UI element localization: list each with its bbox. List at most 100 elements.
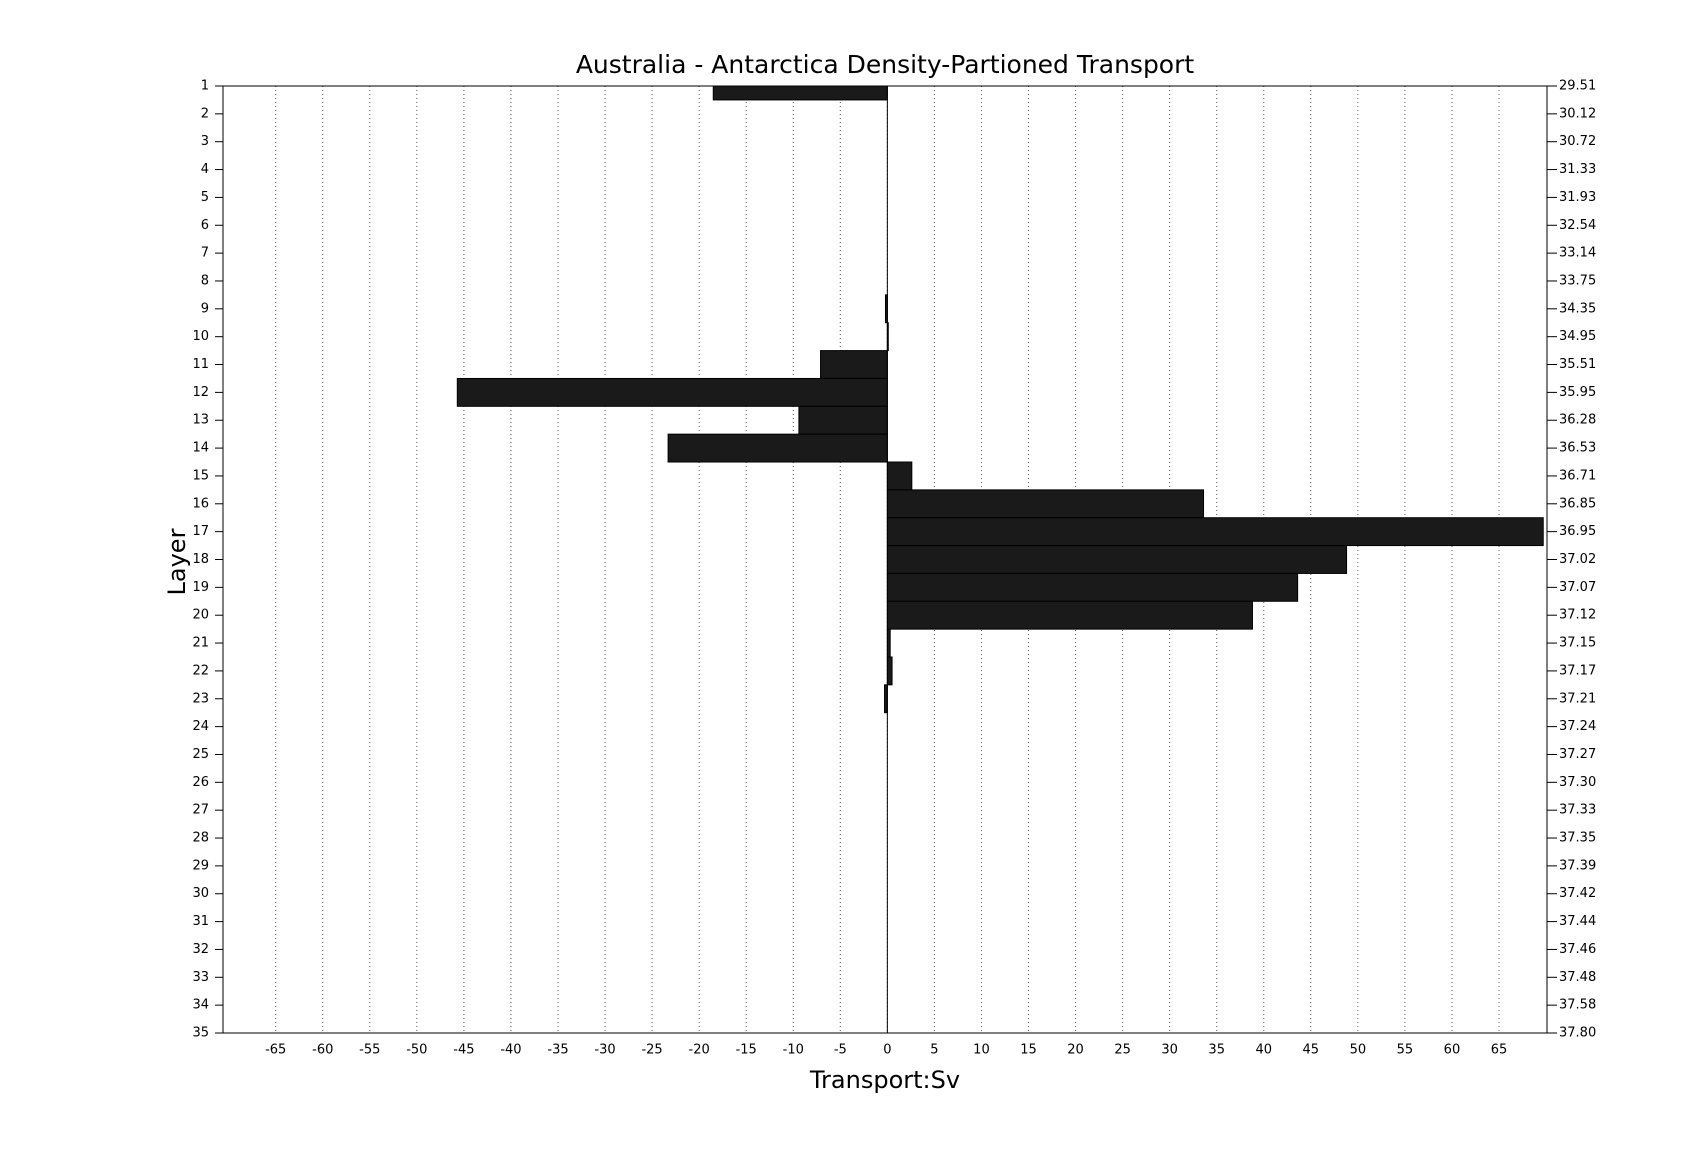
x-tick-label: -40	[500, 1043, 521, 1058]
y-tick-label: 33	[192, 970, 209, 985]
y-tick-label: 6	[201, 218, 209, 233]
y2-tick-label: 37.27	[1559, 747, 1596, 762]
x-tick-label: 15	[1020, 1043, 1037, 1058]
x-tick-label: 5	[930, 1043, 938, 1058]
y2-tick-label: 35.95	[1559, 385, 1596, 400]
y2-tick-label: 29.51	[1559, 79, 1596, 94]
y-tick-label: 35	[192, 1026, 209, 1041]
bar	[667, 433, 888, 463]
y2-tick-label: 37.02	[1559, 552, 1596, 567]
y-tick-label: 20	[192, 608, 209, 623]
y-tick-label: 2	[201, 106, 209, 121]
y2-tick-label: 31.33	[1559, 162, 1596, 177]
y-tick-label: 9	[201, 301, 209, 316]
y-tick-label: 31	[192, 914, 209, 929]
x-tick-label: -30	[594, 1043, 615, 1058]
plot-frame	[222, 85, 1548, 1034]
y-tick-label: 28	[192, 831, 209, 846]
y2-tick-label: 35.51	[1559, 357, 1596, 372]
bar	[886, 517, 1544, 547]
y2-tick-label: 37.07	[1559, 580, 1596, 595]
x-tick-label: 55	[1397, 1043, 1414, 1058]
x-tick-label: -55	[359, 1043, 380, 1058]
y2-tick-label: 36.85	[1559, 496, 1596, 511]
y2-tick-label: 30.12	[1559, 106, 1596, 121]
y-tick-label: 34	[192, 998, 209, 1013]
y2-tick-label: 37.21	[1559, 691, 1596, 706]
y-tick-label: 24	[192, 719, 209, 734]
y-tick-label: 15	[192, 468, 209, 483]
y2-tick-label: 36.53	[1559, 441, 1596, 456]
x-tick-label: 40	[1255, 1043, 1272, 1058]
bar	[886, 572, 1299, 602]
y-tick-label: 23	[192, 691, 209, 706]
y2-tick-label: 36.28	[1559, 413, 1596, 428]
y-axis-label: Layer	[163, 528, 191, 595]
y-tick-label: 11	[192, 357, 209, 372]
y2-tick-label: 37.80	[1559, 1026, 1596, 1041]
y-tick-label: 14	[192, 441, 209, 456]
x-tick-label: -15	[736, 1043, 757, 1058]
y2-tick-label: 37.46	[1559, 942, 1596, 957]
bar	[886, 545, 1348, 574]
x-tick-label: 60	[1444, 1043, 1461, 1058]
y2-tick-label: 37.30	[1559, 775, 1596, 790]
x-tick-label: 25	[1114, 1043, 1131, 1058]
y2-tick-label: 37.44	[1559, 914, 1596, 929]
y-tick-label: 10	[192, 329, 209, 344]
y2-tick-label: 37.15	[1559, 636, 1596, 651]
x-tick-label: 50	[1350, 1043, 1367, 1058]
x-tick-label: -10	[783, 1043, 804, 1058]
bar	[886, 600, 1253, 630]
y2-tick-label: 31.93	[1559, 190, 1596, 205]
x-tick-label: 30	[1161, 1043, 1178, 1058]
y-tick-label: 8	[201, 273, 209, 288]
x-tick-label: 0	[883, 1043, 891, 1058]
x-tick-label: -5	[834, 1043, 847, 1058]
y2-tick-label: 37.24	[1559, 719, 1596, 734]
y2-tick-label: 34.95	[1559, 329, 1596, 344]
x-tick-label: -25	[641, 1043, 662, 1058]
y2-tick-label: 36.71	[1559, 468, 1596, 483]
x-tick-label: 20	[1067, 1043, 1084, 1058]
y2-tick-label: 36.95	[1559, 524, 1596, 539]
x-tick-label: 45	[1303, 1043, 1320, 1058]
y2-tick-label: 30.72	[1559, 134, 1596, 149]
y2-tick-label: 37.39	[1559, 858, 1596, 873]
y2-tick-label: 37.35	[1559, 831, 1596, 846]
y2-tick-label: 34.35	[1559, 301, 1596, 316]
y-tick-label: 18	[192, 552, 209, 567]
bar	[798, 405, 888, 435]
bar	[886, 461, 913, 491]
x-tick-label: -65	[265, 1043, 286, 1058]
bar	[886, 656, 893, 686]
y2-tick-label: 37.17	[1559, 663, 1596, 678]
y2-tick-label: 33.14	[1559, 246, 1596, 261]
bar	[820, 350, 888, 379]
y-tick-label: 25	[192, 747, 209, 762]
x-tick-label: -60	[312, 1043, 333, 1058]
x-tick-label: 35	[1208, 1043, 1225, 1058]
y-tick-label: 30	[192, 886, 209, 901]
y-tick-label: 7	[201, 246, 209, 261]
x-tick-label: -20	[689, 1043, 710, 1058]
y-tick-label: 13	[192, 413, 209, 428]
y-tick-label: 3	[201, 134, 209, 149]
y2-tick-label: 37.58	[1559, 998, 1596, 1013]
y-tick-label: 22	[192, 663, 209, 678]
x-tick-label: 10	[973, 1043, 990, 1058]
bar	[886, 489, 1205, 519]
x-axis-label: Transport:Sv	[809, 1066, 960, 1094]
y-tick-label: 26	[192, 775, 209, 790]
y2-tick-label: 37.12	[1559, 608, 1596, 623]
y-tick-label: 21	[192, 636, 209, 651]
y-tick-label: 1	[201, 79, 209, 94]
y-tick-label: 16	[192, 496, 209, 511]
y-tick-label: 29	[192, 858, 209, 873]
y-tick-label: 12	[192, 385, 209, 400]
chart-title: Australia - Antarctica Density-Partioned…	[576, 50, 1195, 79]
y-tick-label: 32	[192, 942, 209, 957]
x-tick-label: -45	[453, 1043, 474, 1058]
y2-tick-label: 32.54	[1559, 218, 1596, 233]
